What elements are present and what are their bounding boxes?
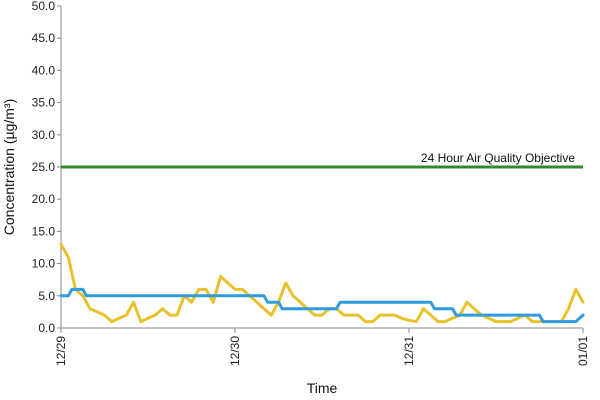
y-tick-label: 35.0 (32, 96, 56, 110)
y-axis-ticks: 0.0 5.0 10.0 15.0 20.0 25.0 30.0 35.0 40.0 45.0 50… (32, 0, 61, 335)
y-tick-label: 30.0 (32, 128, 56, 142)
series-group (59, 242, 585, 324)
y-tick-label: 0.0 (38, 321, 55, 335)
y-tick-label: 15.0 (32, 224, 56, 238)
objective-label: 24 Hour Air Quality Objective (421, 151, 575, 165)
x-axis-ticks: 12/29 12/30 12/31 01/01 (54, 328, 590, 366)
y-axis-title: Concentration (µg/m³) (1, 99, 17, 235)
series-line-1 (59, 242, 585, 324)
x-tick-label: 01/01 (576, 336, 590, 366)
series-line-2 (59, 287, 585, 324)
x-tick-label: 12/31 (402, 336, 416, 366)
x-tick-label: 12/30 (228, 336, 242, 366)
x-axis-title: Time (307, 380, 338, 396)
x-tick-label: 12/29 (54, 336, 68, 366)
y-tick-label: 25.0 (32, 160, 56, 174)
y-tick-label: 45.0 (32, 31, 56, 45)
y-tick-label: 20.0 (32, 192, 56, 206)
y-tick-label: 40.0 (32, 63, 56, 77)
y-tick-label: 50.0 (32, 0, 56, 13)
y-tick-label: 5.0 (38, 289, 55, 303)
y-tick-label: 10.0 (32, 257, 56, 271)
